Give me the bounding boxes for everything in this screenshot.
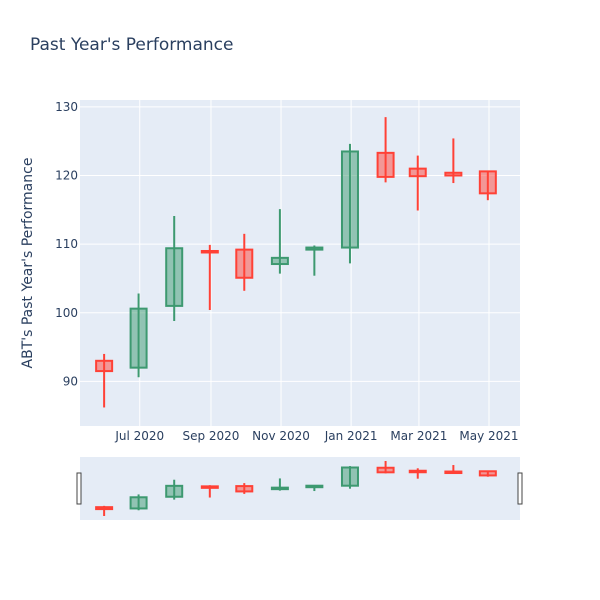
candle[interactable] xyxy=(478,170,497,201)
minimap-candle-body xyxy=(478,470,497,477)
candle[interactable] xyxy=(200,244,219,311)
minimap-candle xyxy=(305,484,324,492)
minimap-candle xyxy=(340,466,359,489)
candle[interactable] xyxy=(376,117,395,183)
x-tick-label: Sep 2020 xyxy=(182,429,239,443)
candle[interactable] xyxy=(129,293,148,378)
candle[interactable] xyxy=(408,155,427,211)
candle-body xyxy=(270,256,289,266)
candle-body xyxy=(200,249,219,254)
x-tick-label: May 2021 xyxy=(459,429,518,443)
candle[interactable] xyxy=(444,138,463,184)
minimap-candle-body xyxy=(408,469,427,474)
minimap-candle xyxy=(235,483,254,494)
candle-body xyxy=(478,170,497,195)
x-tick-labels: Jul 2020 Sep 2020 Nov 2020 Jan 2021 Mar 2021… xyxy=(114,429,518,443)
candle-body xyxy=(444,171,463,177)
minimap-candle xyxy=(129,494,148,511)
candle[interactable] xyxy=(340,143,359,264)
range-slider-left-handle[interactable] xyxy=(76,472,82,505)
y-tick-labels: 90 100 110 120 130 xyxy=(55,100,78,389)
minimap-candle xyxy=(165,479,184,500)
plot-background xyxy=(80,100,520,426)
candle-body xyxy=(305,246,324,251)
y-tick-label: 90 xyxy=(63,374,78,388)
minimap-candle-body xyxy=(235,485,254,493)
candle-body xyxy=(340,150,359,249)
x-tick-label: Nov 2020 xyxy=(252,429,310,443)
y-tick-label: 130 xyxy=(55,100,78,114)
y-axis-title: ABT's Past Year's Performance xyxy=(20,158,36,369)
minimap-candle xyxy=(95,505,114,516)
x-tick-label: Mar 2021 xyxy=(390,429,447,443)
minimap-candle-body xyxy=(200,485,219,489)
minimap-candle xyxy=(444,465,463,475)
minimap-candle-body xyxy=(376,466,395,474)
minimap-candle-body xyxy=(444,470,463,475)
candle-body xyxy=(165,247,184,307)
minimap-candle xyxy=(270,478,289,491)
candles[interactable] xyxy=(95,117,497,408)
chart-title: Past Year's Performance xyxy=(30,35,234,55)
y-tick-label: 110 xyxy=(55,237,78,251)
candle-body xyxy=(408,167,427,178)
y-tick-label: 100 xyxy=(55,306,78,320)
minimap-candle xyxy=(200,485,219,498)
candle-body xyxy=(95,359,114,373)
range-slider-background xyxy=(80,457,520,520)
candle[interactable] xyxy=(305,245,324,276)
minimap-candle-body xyxy=(270,486,289,491)
candle-body xyxy=(376,151,395,178)
candle[interactable] xyxy=(235,233,254,291)
minimap-candle-body xyxy=(95,506,114,511)
candle[interactable] xyxy=(270,209,289,274)
candle-body xyxy=(235,248,254,279)
minimap-candle xyxy=(376,461,395,474)
minimap-candle xyxy=(408,468,427,479)
y-tick-label: 120 xyxy=(55,168,78,182)
x-tick-label: Jan 2021 xyxy=(324,429,378,443)
range-slider-minimap xyxy=(95,461,497,516)
candle[interactable] xyxy=(95,353,114,408)
minimap-candle-body xyxy=(340,466,359,487)
range-slider-right-handle[interactable] xyxy=(517,472,523,505)
x-tick-label: Jul 2020 xyxy=(114,429,164,443)
minimap-candle xyxy=(478,470,497,477)
range-slider[interactable] xyxy=(76,457,523,520)
candle[interactable] xyxy=(165,215,184,321)
candle-body xyxy=(129,307,148,369)
minimap-candle-body xyxy=(305,484,324,489)
minimap-candle-body xyxy=(165,484,184,498)
minimap-candle-body xyxy=(129,496,148,510)
